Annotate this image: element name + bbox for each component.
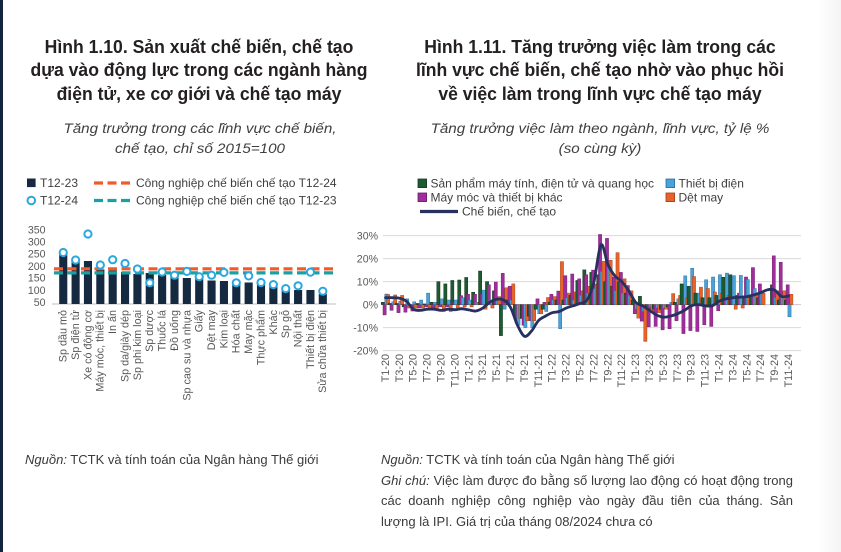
svg-text:T11-24: T11-24 <box>783 354 795 387</box>
svg-text:Thực phẩm: Thực phẩm <box>255 310 267 365</box>
svg-text:150: 150 <box>28 273 46 285</box>
svg-text:T3-21: T3-21 <box>477 354 489 382</box>
svg-text:T11-22: T11-22 <box>616 354 628 387</box>
svg-text:Máy móc và thiết bị khác: Máy móc và thiết bị khác <box>431 191 563 205</box>
svg-text:Thuốc lá: Thuốc lá <box>157 310 169 351</box>
svg-text:Hóa chất: Hóa chất <box>231 310 243 353</box>
svg-text:T5-24: T5-24 <box>741 354 753 382</box>
svg-text:T11-21: T11-21 <box>533 354 545 387</box>
svg-text:Sp dược: Sp dược <box>144 309 156 352</box>
svg-text:Công nghiệp chế biến chế tạo T: Công nghiệp chế biến chế tạo T12-23 <box>136 194 337 208</box>
svg-text:Sp cao su và nhựa: Sp cao su và nhựa <box>181 310 193 401</box>
svg-text:Sp dầu mỏ: Sp dầu mỏ <box>58 310 70 362</box>
svg-text:Thiết bị điện: Thiết bị điện <box>305 310 317 369</box>
svg-text:T7-23: T7-23 <box>672 354 684 382</box>
svg-text:Kim loại: Kim loại <box>218 310 230 348</box>
svg-text:T5-20: T5-20 <box>408 354 420 382</box>
svg-text:50: 50 <box>34 297 46 309</box>
svg-text:T7-20: T7-20 <box>422 354 434 382</box>
svg-text:Sp phi kim loại: Sp phi kim loại <box>132 310 144 380</box>
svg-text:T7-24: T7-24 <box>755 354 767 382</box>
svg-text:T1-24: T1-24 <box>714 354 726 382</box>
svg-text:T5-21: T5-21 <box>491 354 503 382</box>
svg-text:Dệt may: Dệt may <box>679 191 724 205</box>
svg-text:250: 250 <box>28 249 46 261</box>
svg-text:Thiết bị điện: Thiết bị điện <box>679 177 744 191</box>
svg-text:Dệt may: Dệt may <box>206 309 218 350</box>
svg-text:T9-23: T9-23 <box>686 354 698 382</box>
svg-text:T7-21: T7-21 <box>505 354 517 382</box>
svg-text:10%: 10% <box>357 276 379 288</box>
svg-text:Chế biến, chế tạo: Chế biến, chế tạo <box>462 205 556 219</box>
svg-text:T1-21: T1-21 <box>463 354 475 382</box>
svg-text:Sản phẩm máy tính, điện tử và: Sản phẩm máy tính, điện tử và quang học <box>431 177 655 191</box>
svg-text:In ấn: In ấn <box>107 310 119 334</box>
svg-text:T1-23: T1-23 <box>630 354 642 382</box>
svg-text:T12-24: T12-24 <box>40 194 78 208</box>
svg-text:T3-23: T3-23 <box>644 354 656 382</box>
svg-text:Nội thất: Nội thất <box>292 310 304 347</box>
svg-text:Xe có động cơ: Xe có động cơ <box>82 310 94 380</box>
svg-text:T3-20: T3-20 <box>394 354 406 382</box>
svg-text:Sp điện tử: Sp điện tử <box>70 310 82 360</box>
svg-text:T11-23: T11-23 <box>700 354 712 387</box>
svg-text:Sửa chữa thiết bị: Sửa chữa thiết bị <box>317 310 329 393</box>
svg-text:T12-23: T12-23 <box>40 176 78 190</box>
svg-text:T5-23: T5-23 <box>658 354 670 382</box>
svg-text:Sp gỗ: Sp gỗ <box>279 310 292 338</box>
svg-text:Sp da/giày dép: Sp da/giày dép <box>119 310 131 382</box>
svg-text:T1-20: T1-20 <box>380 354 392 382</box>
svg-text:T9-21: T9-21 <box>519 354 531 382</box>
svg-text:Giấy: Giấy <box>194 309 206 332</box>
svg-text:May mặc: May mặc <box>243 309 255 353</box>
svg-text:T3-22: T3-22 <box>561 354 573 382</box>
svg-text:200: 200 <box>28 261 46 273</box>
svg-text:T7-22: T7-22 <box>588 354 600 382</box>
svg-text:T3-24: T3-24 <box>727 354 739 382</box>
svg-text:Khác: Khác <box>268 309 280 334</box>
svg-text:100: 100 <box>28 285 46 297</box>
svg-text:-10%: -10% <box>353 322 378 334</box>
svg-text:T9-24: T9-24 <box>769 354 781 382</box>
svg-text:T5-22: T5-22 <box>575 354 587 382</box>
svg-text:Đồ uống: Đồ uống <box>169 310 181 351</box>
svg-text:Công nghiệp chế biến chế tạo T: Công nghiệp chế biến chế tạo T12-24 <box>136 176 337 190</box>
svg-text:0%: 0% <box>363 299 379 311</box>
svg-text:T9-22: T9-22 <box>602 354 614 382</box>
svg-text:T1-22: T1-22 <box>547 354 559 382</box>
svg-text:-20%: -20% <box>353 345 378 357</box>
svg-text:300: 300 <box>28 237 46 249</box>
svg-text:Máy móc, thiết bị: Máy móc, thiết bị <box>95 310 107 392</box>
svg-text:T11-20: T11-20 <box>449 354 461 387</box>
svg-text:350: 350 <box>28 224 46 236</box>
svg-text:T9-20: T9-20 <box>436 354 448 382</box>
svg-text:30%: 30% <box>357 230 379 242</box>
svg-text:20%: 20% <box>357 253 379 265</box>
